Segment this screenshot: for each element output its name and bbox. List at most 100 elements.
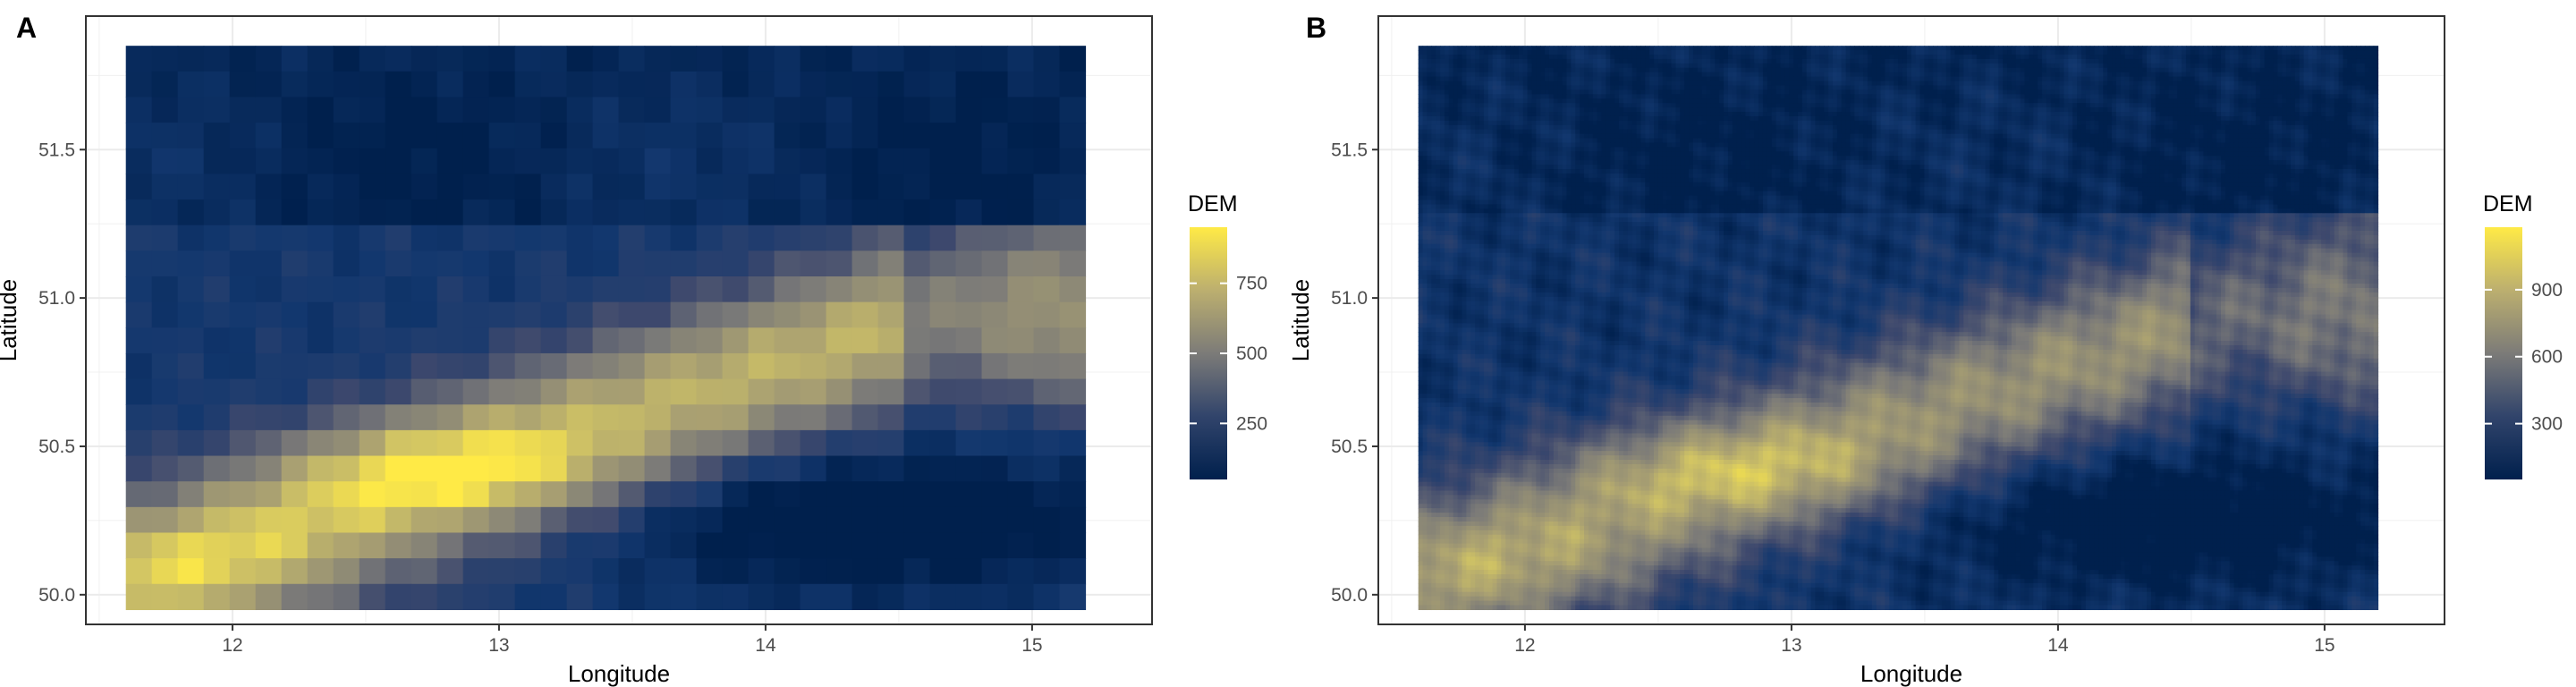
raster-cell	[619, 199, 646, 225]
raster-cell	[126, 123, 153, 148]
raster-cell	[723, 97, 750, 123]
raster-cell	[2151, 107, 2156, 113]
raster-cell	[2242, 112, 2247, 117]
raster-cell	[2321, 72, 2326, 78]
raster-cell	[2173, 112, 2177, 117]
raster-cell	[2199, 85, 2204, 90]
raster-cell	[1881, 77, 1885, 82]
raster-cell	[2242, 72, 2247, 78]
raster-cell	[1850, 112, 1854, 117]
raster-cell	[619, 302, 646, 328]
raster-cell	[801, 379, 827, 405]
raster-cell	[1466, 46, 1470, 51]
raster-cell	[1505, 98, 1510, 104]
raster-cell	[1663, 107, 1667, 113]
raster-cell	[1894, 64, 1898, 69]
raster-cell	[1640, 46, 1645, 51]
raster-cell	[2234, 103, 2239, 108]
raster-cell	[2086, 89, 2090, 95]
raster-cell	[1750, 107, 1754, 113]
raster-cell	[1501, 103, 1505, 108]
raster-cell	[1741, 68, 1746, 73]
raster-cell	[411, 353, 438, 379]
raster-cell	[2247, 116, 2251, 122]
raster-cell	[2077, 89, 2081, 95]
raster-cell	[1728, 72, 1733, 78]
raster-cell	[1951, 50, 1955, 55]
raster-cell	[2160, 112, 2165, 117]
raster-cell	[1519, 77, 1523, 82]
raster-cell	[2317, 72, 2321, 78]
raster-cell	[1994, 59, 1998, 64]
raster-cell	[1828, 107, 1833, 113]
raster-cell	[1963, 85, 1968, 90]
raster-cell	[1842, 68, 1846, 73]
raster-cell	[1488, 85, 1493, 90]
raster-cell	[826, 430, 853, 456]
raster-cell	[2251, 112, 2256, 117]
raster-cell	[2190, 85, 2195, 90]
raster-cell	[2095, 107, 2099, 113]
raster-cell	[593, 507, 620, 533]
raster-cell	[1819, 68, 1824, 73]
raster-cell	[1566, 125, 1571, 131]
raster-cell	[1540, 125, 1545, 131]
raster-cell	[334, 46, 360, 72]
raster-cell	[1828, 125, 1833, 131]
raster-cell	[2133, 112, 2138, 117]
raster-cell	[1606, 89, 1610, 95]
raster-cell	[1680, 112, 1684, 117]
raster-cell	[2147, 103, 2151, 108]
raster-cell	[1423, 121, 1428, 126]
raster-cell	[1589, 116, 1593, 122]
raster-cell	[1951, 85, 1955, 90]
raster-cell	[1628, 81, 1632, 87]
raster-cell	[178, 456, 205, 482]
raster-cell	[178, 507, 205, 533]
raster-cell	[1628, 116, 1632, 122]
raster-cell	[1606, 64, 1610, 69]
raster-cell	[2038, 125, 2042, 131]
raster-cell	[1758, 121, 1763, 126]
raster-cell	[2365, 107, 2369, 113]
raster-cell	[1663, 125, 1667, 131]
raster-cell	[2147, 85, 2151, 90]
raster-cell	[1767, 125, 1772, 131]
raster-cell	[1741, 89, 1746, 95]
raster-cell	[1951, 68, 1955, 73]
raster-cell	[1854, 121, 1859, 126]
raster-cell	[1689, 85, 1693, 90]
raster-cell	[1458, 116, 1462, 122]
raster-cell	[2029, 81, 2033, 87]
raster-cell	[852, 123, 879, 148]
raster-cell	[1776, 107, 1781, 113]
raster-cell	[2374, 116, 2378, 122]
raster-cell	[749, 174, 775, 199]
raster-cell	[2347, 103, 2351, 108]
raster-cell	[1453, 107, 1458, 113]
raster-cell	[411, 481, 438, 507]
raster-cell	[1427, 116, 1431, 122]
raster-cell	[1510, 77, 1514, 82]
raster-cell	[2038, 116, 2042, 122]
raster-cell	[1885, 50, 1889, 55]
raster-cell	[2360, 59, 2365, 64]
raster-cell	[1488, 112, 1493, 117]
raster-cell	[1719, 116, 1724, 122]
raster-cell	[2012, 81, 2016, 87]
raster-cell	[2203, 46, 2207, 51]
raster-cell	[1531, 85, 1536, 90]
raster-cell	[1645, 121, 1649, 126]
raster-cell	[593, 481, 620, 507]
raster-cell	[2334, 59, 2339, 64]
raster-cell	[2068, 89, 2072, 95]
raster-cell	[1531, 89, 1536, 95]
raster-cell	[1510, 107, 1514, 113]
raster-cell	[1815, 98, 1819, 104]
raster-cell	[2025, 85, 2029, 90]
raster-cell	[1536, 59, 1540, 64]
raster-cell	[1475, 112, 1479, 117]
raster-cell	[1981, 81, 1986, 87]
raster-cell	[1881, 103, 1885, 108]
raster-cell	[1776, 112, 1781, 117]
